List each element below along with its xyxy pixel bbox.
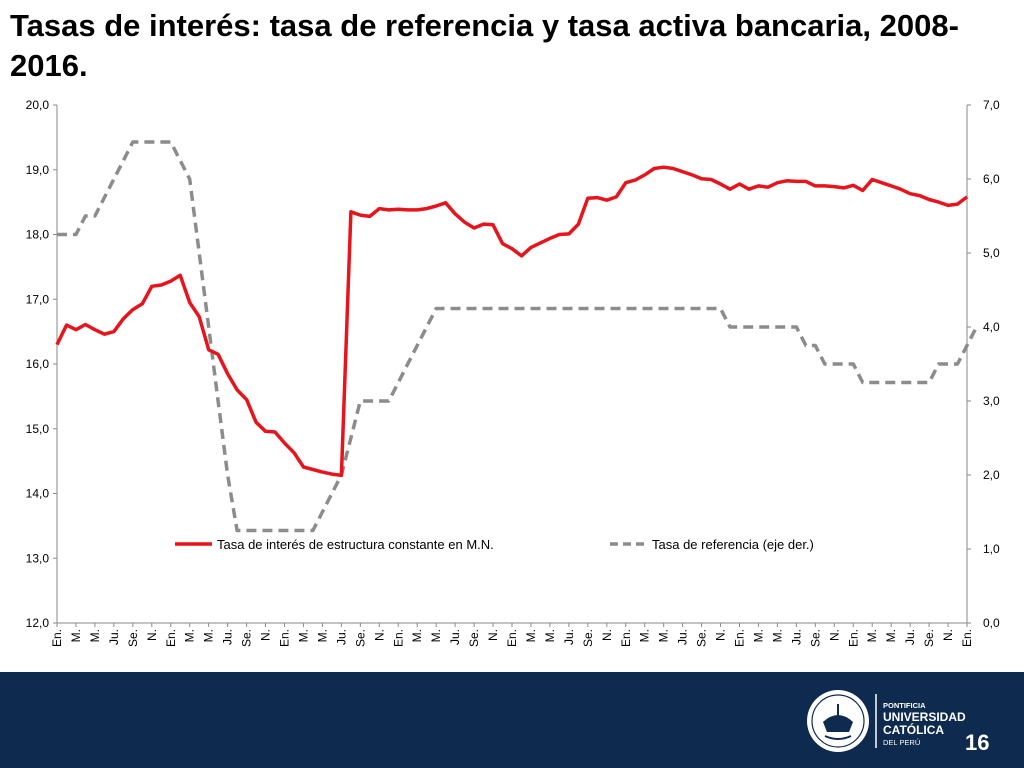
x-tick-label: En. (733, 629, 747, 647)
x-tick-label: Ju. (789, 629, 803, 645)
x-tick-label: Se. (695, 629, 709, 647)
x-tick-label: Ju. (221, 629, 235, 645)
logo-line4: DEL PERÚ (883, 738, 920, 747)
interest-rate-chart: 12,0 13,0 14,0 15,0 16,0 17,0 18,0 19,0 20,0 0,0 1… (26, 98, 1000, 647)
x-tick-label: N. (714, 629, 728, 641)
x-tick-label: Se. (353, 629, 367, 647)
x-tick-label: N. (600, 629, 614, 641)
x-tick-label: M. (69, 629, 83, 642)
right-tick-label: 6,0 (983, 172, 1000, 186)
logo-line1: PONTIFICIA (883, 701, 926, 710)
x-tick-label: En. (50, 629, 64, 647)
logo-line2: UNIVERSIDAD (883, 710, 966, 724)
x-tick-label: Ju. (676, 629, 690, 645)
x-tick-label: N. (145, 629, 159, 641)
axes-layer: 12,0 13,0 14,0 15,0 16,0 17,0 18,0 19,0 20,0 0,0 1… (26, 98, 1000, 647)
left-tick-label: 16,0 (26, 357, 50, 371)
x-tick-label: En. (391, 629, 405, 647)
legend-label-lending: Tasa de interés de estructura constante … (217, 537, 494, 552)
x-tick-label: Ju. (107, 629, 121, 645)
right-tick-label: 2,0 (983, 468, 1000, 482)
x-tick-label: Ju. (903, 629, 917, 645)
x-tick-label: En. (164, 629, 178, 647)
right-tick-label: 1,0 (983, 542, 1000, 556)
left-tick-label: 12,0 (26, 616, 50, 630)
x-tick-label: Ju. (562, 629, 576, 645)
left-tick-label: 17,0 (26, 292, 50, 306)
logo-line3: CATÓLICA (883, 722, 944, 737)
right-tick-label: 5,0 (983, 246, 1000, 260)
x-tick-label: Se. (581, 629, 595, 647)
x-tick-label: Se. (922, 629, 936, 647)
x-tick-label: En. (960, 629, 974, 647)
legend-label-reference: Tasa de referencia (eje der.) (652, 537, 814, 552)
right-tick-label: 3,0 (983, 394, 1000, 408)
x-tick-label: M. (884, 629, 898, 642)
x-tick-label: M. (88, 629, 102, 642)
left-tick-label: 15,0 (26, 422, 50, 436)
x-tick-label: M. (524, 629, 538, 642)
x-tick-label: M. (638, 629, 652, 642)
x-tick-label: N. (259, 629, 273, 641)
x-tick-label: Ju. (334, 629, 348, 645)
x-tick-label: M. (183, 629, 197, 642)
left-tick-label: 18,0 (26, 228, 50, 242)
x-tick-label: Se. (467, 629, 481, 647)
x-tick-label: M. (543, 629, 557, 642)
x-tick-label: M. (429, 629, 443, 642)
x-tick-label: M. (410, 629, 424, 642)
x-tick-label: En. (619, 629, 633, 647)
x-tick-label: M. (751, 629, 765, 642)
left-tick-label: 19,0 (26, 163, 50, 177)
right-tick-label: 7,0 (983, 98, 1000, 112)
lending-rate-line (55, 165, 969, 478)
reference-rate-line (57, 140, 979, 533)
university-seal-icon (807, 690, 869, 752)
x-tick-label: En. (505, 629, 519, 647)
series-layer (55, 140, 979, 533)
legend: Tasa de interés de estructura constante … (175, 537, 814, 552)
x-tick-label: N. (372, 629, 386, 641)
x-tick-label: Se. (240, 629, 254, 647)
x-tick-label: M. (202, 629, 216, 642)
right-tick-label: 0,0 (983, 616, 1000, 630)
x-tick-label: Se. (126, 629, 140, 647)
x-tick-label: N. (827, 629, 841, 641)
x-tick-label: M. (315, 629, 329, 642)
left-tick-label: 13,0 (26, 551, 50, 565)
x-tick-label: Se. (808, 629, 822, 647)
x-tick-label: En. (846, 629, 860, 647)
x-tick-label: N. (941, 629, 955, 641)
x-tick-label: N. (486, 629, 500, 641)
x-tick-label: En. (278, 629, 292, 647)
left-tick-label: 20,0 (26, 98, 50, 112)
page-number: 16 (965, 730, 990, 755)
x-tick-label: M. (657, 629, 671, 642)
university-logo: PONTIFICIA UNIVERSIDAD CATÓLICA DEL PERÚ (805, 688, 985, 759)
left-tick-label: 14,0 (26, 487, 50, 501)
x-tick-label: M. (770, 629, 784, 642)
slide-title: Tasas de interés: tasa de referencia y t… (10, 8, 959, 83)
right-tick-label: 4,0 (983, 320, 1000, 334)
x-tick-label: M. (865, 629, 879, 642)
x-tick-label: Ju. (448, 629, 462, 645)
x-tick-label: M. (296, 629, 310, 642)
